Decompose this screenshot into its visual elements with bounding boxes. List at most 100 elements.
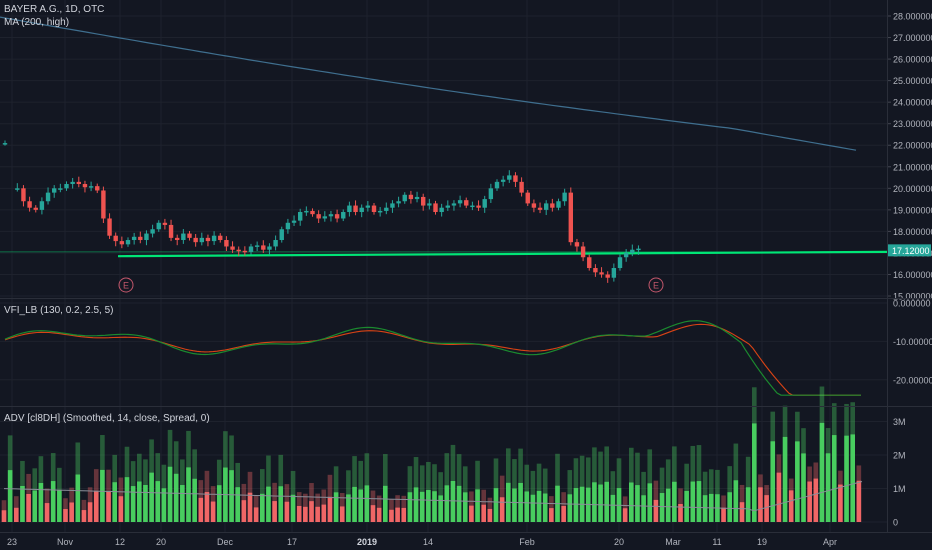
adv-bar-down (838, 484, 843, 522)
candle-up (494, 181, 500, 189)
adv-bar-down (807, 481, 812, 522)
price-tick-label: 23.000000 (893, 119, 932, 129)
adv-bar-up (825, 453, 831, 522)
adv-bar-up (801, 453, 806, 522)
adv-bar-down (622, 508, 628, 522)
candle-down (537, 207, 543, 210)
candle-down (168, 224, 174, 238)
adv-bar-up (690, 481, 696, 522)
candle-down (550, 203, 555, 208)
adv-bar-down (26, 493, 31, 522)
candle-down (82, 184, 88, 188)
adv-bar-up (75, 474, 81, 522)
candle-down (316, 214, 321, 219)
adv-bar-up (629, 482, 634, 522)
adv-bar-down (198, 497, 204, 522)
earnings-marker (118, 277, 134, 293)
adv-bar-up (137, 481, 142, 522)
candle-down (371, 205, 377, 213)
adv-bar-down (81, 510, 87, 522)
candle-up (64, 184, 69, 189)
price-tick-label: 18.000000 (893, 227, 932, 237)
adv-bar-up (512, 488, 517, 522)
adv-bar-up (50, 481, 56, 522)
candle-up (39, 201, 45, 210)
candle-up (181, 233, 186, 241)
adv-bar-down (284, 501, 290, 522)
adv-legend[interactable]: ADV [cl8DH] (Smoothed, 14, close, Spread… (4, 413, 210, 424)
adv-bar-up (536, 490, 542, 522)
candle-up (470, 205, 475, 208)
vfi-legend[interactable]: VFI_LB (130, 0.2, 2.5, 5) (4, 305, 114, 316)
candle-down (525, 192, 530, 204)
candle-up (15, 188, 20, 190)
candle-down (531, 203, 537, 208)
candle-up (623, 252, 629, 258)
time-axis[interactable]: 23 Nov 12 20 Dec 17 2019 14 Feb 20 Mar 11 19 Apr (7, 537, 837, 547)
adv-bar-up (782, 436, 788, 522)
adv-bar-up (419, 491, 425, 522)
candle-up (347, 205, 352, 213)
time-tick-label: Mar (665, 537, 681, 547)
time-tick-label: 20 (614, 537, 624, 547)
adv-bar-down (721, 507, 726, 522)
time-tick-label: 12 (115, 537, 125, 547)
price-tick-label: 25.000000 (893, 76, 932, 86)
adv-bar-down (296, 505, 302, 522)
candle-up (150, 229, 155, 234)
adv-bar-up (819, 422, 825, 522)
candle-down (353, 205, 358, 213)
adv-bar-up (659, 493, 665, 522)
candle-down (334, 214, 340, 219)
adv-bar-up (450, 480, 456, 522)
candle-down (421, 196, 426, 206)
candle-up (156, 222, 161, 230)
candle-up (2, 143, 8, 145)
candle-up (359, 207, 364, 213)
vfi-indicator-pane[interactable] (4, 320, 861, 396)
candle-up (507, 175, 512, 180)
candle-up (291, 220, 297, 223)
adv-bar-down (856, 480, 862, 522)
adv-bar-down (321, 504, 327, 522)
time-tick-label: 14 (423, 537, 433, 547)
adv-bar-up (20, 485, 25, 522)
ma-200-line (0, 16, 857, 151)
candle-down (138, 236, 143, 241)
adv-bar-up (32, 490, 38, 522)
candle-down (261, 245, 266, 250)
symbol-title[interactable]: BAYER A.G., 1D, OTC (4, 4, 105, 15)
candle-down (519, 181, 524, 193)
adv-bar-up (727, 492, 732, 522)
symbol-legend[interactable]: BAYER A.G., 1D, OTC MA (200, high) (4, 3, 104, 29)
adv-bar-up (542, 493, 548, 522)
adv-bar-down (764, 495, 769, 522)
adv-bar-up (216, 485, 222, 522)
last-price-badge (888, 244, 931, 257)
candle-up (322, 216, 327, 219)
adv-volume-pane[interactable] (1, 386, 863, 522)
adv-bar-down (69, 502, 74, 522)
ma-legend[interactable]: MA (200, high) (4, 17, 70, 28)
adv-bar-up (592, 482, 597, 522)
price-tick-label: 24.000000 (893, 98, 932, 108)
adv-bar-up (696, 481, 702, 522)
candle-up (285, 222, 291, 230)
candle-down (568, 192, 573, 243)
adv-bar-down (14, 507, 19, 522)
adv-bar-up (770, 441, 776, 522)
adv-bar-up (173, 473, 179, 522)
adv-bar-up (844, 435, 849, 522)
candle-up (384, 207, 389, 211)
candle-down (101, 190, 106, 219)
adv-bar-up (407, 492, 413, 522)
adv-bar-up (438, 495, 443, 522)
time-tick-label: 17 (287, 537, 297, 547)
candle-up (248, 246, 254, 252)
candle-down (408, 194, 414, 200)
last-price-value: 17.12000 (892, 246, 930, 256)
candle-up (279, 229, 284, 241)
